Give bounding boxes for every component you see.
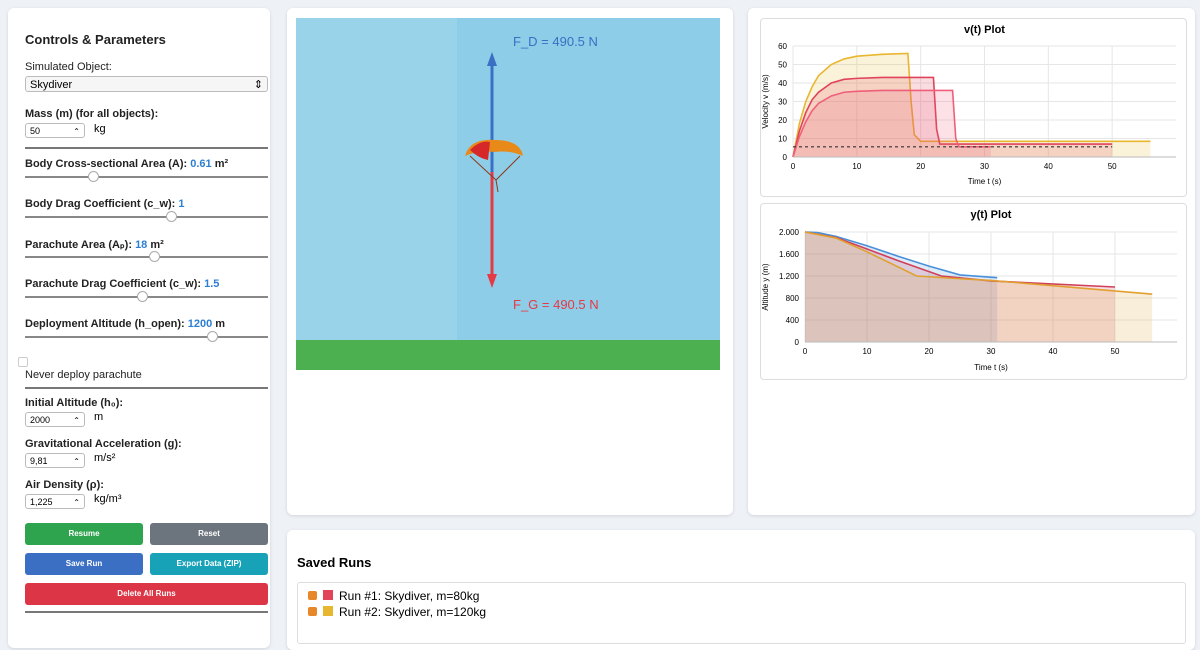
button[interactable]: Delete All Runs (25, 583, 268, 605)
runs-list: Run #1: Skydiver, m=80kg Run #2: Skydiver… (297, 582, 1186, 644)
input-box[interactable]: 9,81 (25, 453, 85, 469)
slider-track[interactable] (25, 291, 268, 302)
input-label: Gravitational Acceleration (g): (25, 438, 182, 450)
plot-box (760, 18, 1187, 197)
separator (25, 611, 268, 613)
mass-value: 50 (30, 126, 41, 136)
separator (25, 147, 268, 149)
mass-unit: kg (94, 123, 106, 135)
run-label: Run #1: Skydiver, m=80kg (339, 589, 480, 603)
simulation-panel (287, 8, 733, 515)
slider-text: Parachute Drag Coefficient (c_w): (25, 278, 205, 290)
slider-value: 18 (135, 239, 148, 251)
never-deploy-label: Never deploy parachute (25, 369, 142, 381)
input-value: 9,81 (30, 456, 48, 466)
input-label: Air Density (ρ): (25, 479, 104, 491)
slider-label: Parachute Area (Aₚ): 18 m² (25, 238, 164, 251)
run-row: Run #2: Skydiver, m=120kg (308, 605, 486, 619)
slider-value: 0.61 (190, 158, 212, 170)
slider-text: Parachute Area (Aₚ): (25, 239, 136, 251)
slider-track[interactable] (25, 251, 268, 262)
slider-thumb[interactable] (207, 331, 219, 342)
run-row: Run #1: Skydiver, m=80kg (308, 589, 479, 603)
mass-input[interactable]: 50 (25, 123, 85, 139)
slider-value: 1200 (187, 318, 213, 330)
slider-label: Body Drag Coefficient (c_w): 1 (25, 198, 185, 210)
slider-text: Body Drag Coefficient (c_w): (25, 198, 179, 210)
button[interactable]: Export Data (ZIP) (150, 553, 268, 575)
input-box[interactable]: 1,225 (25, 494, 85, 510)
input-label: Initial Altitude (h₀): (25, 397, 124, 409)
button[interactable]: Save Run (25, 553, 143, 575)
slider-unit: m (212, 318, 226, 330)
button[interactable]: Reset (150, 523, 268, 545)
run-checkbox[interactable] (308, 607, 317, 616)
slider-label: Body Cross-sectional Area (A): 0.61 m² (25, 158, 228, 170)
input-unit: kg/m³ (94, 493, 122, 505)
checkbox[interactable] (18, 357, 28, 367)
run-checkbox[interactable] (308, 591, 317, 600)
run-label: Run #2: Skydiver, m=120kg (339, 605, 487, 619)
input-unit: m/s² (94, 452, 116, 464)
run-color (323, 590, 333, 600)
slider-label: Parachute Drag Coefficient (c_w): 1.5 (25, 278, 219, 290)
input-value: 1,225 (30, 497, 53, 507)
input-unit: m (94, 411, 104, 423)
separator (25, 387, 268, 389)
slider-thumb[interactable] (165, 211, 177, 222)
slider-track[interactable] (25, 171, 268, 182)
controls-title: Controls & Parameters (25, 32, 166, 47)
page: Controls & Parameters Simulated Object: … (0, 0, 1200, 626)
object-value: Skydiver (30, 79, 73, 91)
slider-thumb[interactable] (88, 171, 100, 182)
saved-runs-title: Saved Runs (297, 555, 372, 570)
controls-panel: Controls & Parameters Simulated Object: … (8, 8, 270, 648)
object-label: Simulated Object: (25, 61, 112, 73)
slider-track[interactable] (25, 211, 268, 222)
slider-label: Deployment Altitude (h_open): 1200 m (25, 318, 225, 330)
object-select[interactable]: Skydiver ⇕ (25, 76, 268, 92)
mass-label: Mass (m) (for all objects): (25, 108, 159, 120)
saved-runs-panel: Saved Runs Run #1: Skydiver, m=80kg Run #… (287, 530, 1195, 650)
plot-box (760, 203, 1187, 380)
slider-track[interactable] (25, 331, 268, 342)
button[interactable]: Resume (25, 523, 143, 545)
run-color (323, 606, 333, 616)
slider-thumb[interactable] (148, 251, 160, 262)
slider-value: 1.5 (204, 278, 220, 290)
slider-text: Body Cross-sectional Area (A): (25, 158, 191, 170)
slider-thumb[interactable] (136, 291, 148, 302)
slider-text: Deployment Altitude (h_open): (25, 318, 188, 330)
slider-unit: m² (147, 239, 164, 251)
slider-unit: m² (211, 158, 229, 170)
input-value: 2000 (30, 415, 51, 425)
input-box[interactable]: 2000 (25, 412, 85, 428)
slider-value: 1 (178, 198, 185, 210)
